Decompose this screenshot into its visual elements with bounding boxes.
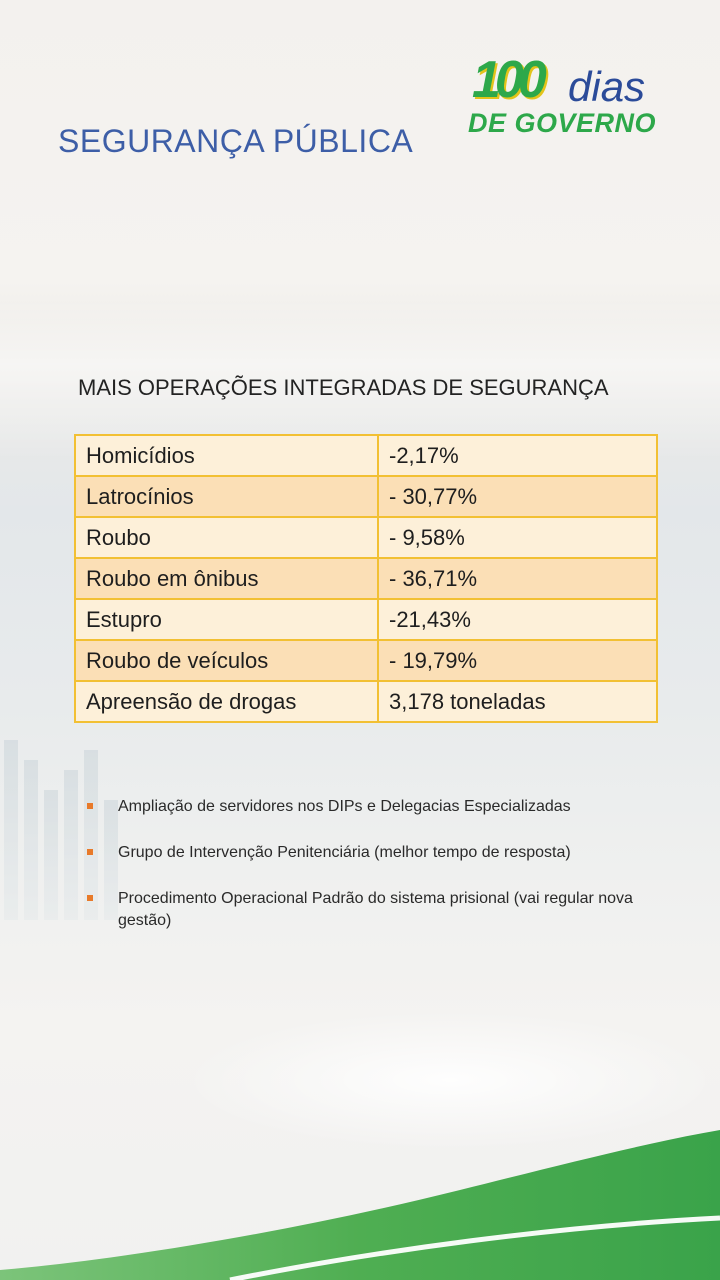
list-item-text: Ampliação de servidores nos DIPs e Deleg… (118, 798, 571, 815)
row-label: Roubo de veículos (74, 639, 379, 682)
green-wave-decoration (0, 1130, 720, 1280)
logo-subtitle: DE GOVERNO (468, 108, 657, 138)
row-label: Roubo em ônibus (74, 557, 379, 600)
list-item: Procedimento Operacional Padrão do siste… (86, 888, 646, 932)
square-bullet-icon (87, 895, 93, 901)
row-label: Homicídios (74, 434, 379, 477)
table-row: Roubo de veículos - 19,79% (74, 639, 658, 682)
page-title: SEGURANÇA PÚBLICA (58, 123, 414, 160)
table-row: Roubo em ônibus - 36,71% (74, 557, 658, 600)
square-bullet-icon (87, 803, 93, 809)
list-item-text: Grupo de Intervenção Penitenciária (melh… (118, 844, 571, 861)
measures-list: Ampliação de servidores nos DIPs e Deleg… (86, 796, 646, 956)
list-item-text: Procedimento Operacional Padrão do siste… (118, 890, 633, 929)
row-value: - 36,71% (377, 557, 658, 600)
row-label: Apreensão de drogas (74, 680, 379, 723)
section-title: MAIS OPERAÇÕES INTEGRADAS DE SEGURANÇA (78, 375, 609, 400)
row-label: Roubo (74, 516, 379, 559)
logo-number: 100 (472, 51, 547, 109)
table-row: Latrocínios - 30,77% (74, 475, 658, 518)
table-row: Apreensão de drogas 3,178 toneladas (74, 680, 658, 723)
crime-stats-table: Homicídios -2,17% Latrocínios - 30,77% R… (74, 434, 658, 723)
row-label: Estupro (74, 598, 379, 641)
row-value: - 9,58% (377, 516, 658, 559)
logo-word: dias (568, 63, 646, 110)
list-item: Ampliação de servidores nos DIPs e Deleg… (86, 796, 646, 818)
row-label: Latrocínios (74, 475, 379, 518)
row-value: -2,17% (377, 434, 658, 477)
table-row: Estupro -21,43% (74, 598, 658, 641)
row-value: 3,178 toneladas (377, 680, 658, 723)
table-row: Homicídios -2,17% (74, 434, 658, 477)
row-value: - 19,79% (377, 639, 658, 682)
square-bullet-icon (87, 849, 93, 855)
table-row: Roubo - 9,58% (74, 516, 658, 559)
100-dias-logo: 100 dias DE GOVERNO (468, 52, 668, 142)
list-item: Grupo de Intervenção Penitenciária (melh… (86, 842, 646, 864)
background-glow (180, 1010, 720, 1150)
row-value: -21,43% (377, 598, 658, 641)
row-value: - 30,77% (377, 475, 658, 518)
